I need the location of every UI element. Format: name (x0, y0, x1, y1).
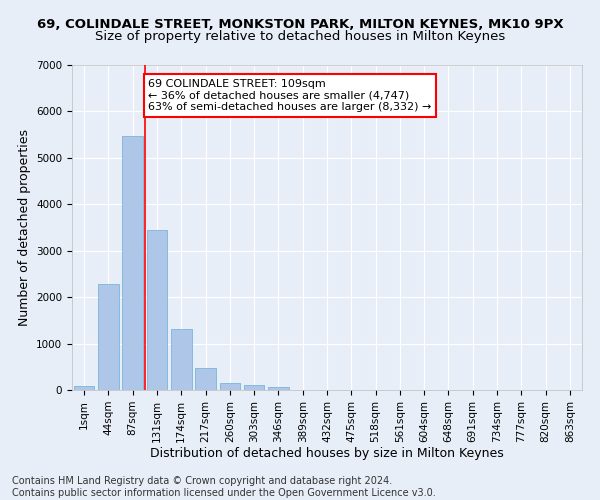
Bar (122, 136, 143, 390)
Text: Contains HM Land Registry data © Crown copyright and database right 2024.
Contai: Contains HM Land Registry data © Crown c… (12, 476, 436, 498)
Bar (171, 329, 191, 390)
Text: 69, COLINDALE STREET, MONKSTON PARK, MILTON KEYNES, MK10 9PX: 69, COLINDALE STREET, MONKSTON PARK, MIL… (37, 18, 563, 30)
Bar (146, 230, 167, 390)
Y-axis label: Number of detached properties: Number of detached properties (17, 129, 31, 326)
Text: Size of property relative to detached houses in Milton Keynes: Size of property relative to detached ho… (95, 30, 505, 43)
Bar (195, 368, 216, 390)
Bar (220, 382, 240, 390)
Bar (244, 386, 265, 390)
Bar (74, 386, 94, 390)
Text: 69 COLINDALE STREET: 109sqm
← 36% of detached houses are smaller (4,747)
63% of : 69 COLINDALE STREET: 109sqm ← 36% of det… (149, 79, 432, 112)
Bar (98, 284, 119, 390)
Bar (268, 387, 289, 390)
X-axis label: Distribution of detached houses by size in Milton Keynes: Distribution of detached houses by size … (150, 448, 504, 460)
